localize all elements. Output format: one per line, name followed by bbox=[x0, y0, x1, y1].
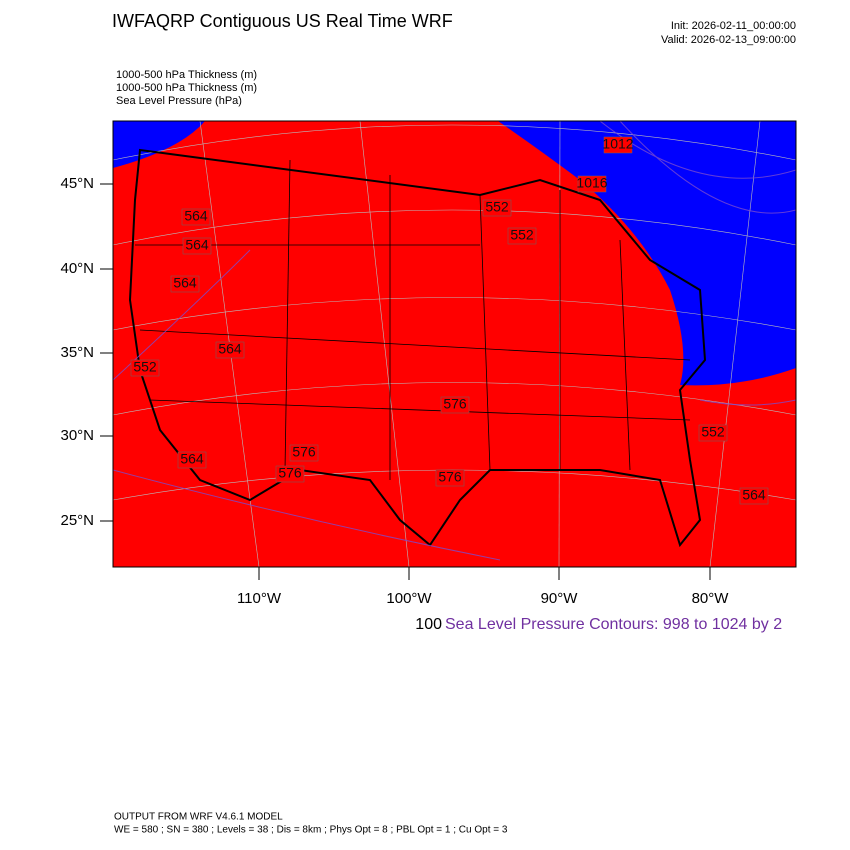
field-label: 1000-500 hPa Thickness (m) bbox=[116, 82, 257, 94]
contour-label: 552 bbox=[485, 199, 509, 215]
contour-label-box bbox=[435, 469, 465, 487]
contour-label-box bbox=[739, 487, 769, 505]
lon-label: 80°W bbox=[692, 590, 730, 607]
contour-label: 552 bbox=[133, 359, 157, 375]
lon-label: 90°W bbox=[541, 590, 579, 607]
contour-legend: Sea Level Pressure Contours: 998 to 1024… bbox=[445, 616, 782, 633]
lat-label: 30°N bbox=[60, 427, 94, 444]
contour-label-box bbox=[482, 199, 512, 217]
map-frame bbox=[112, 120, 797, 568]
contour-label-box bbox=[507, 227, 537, 245]
contour-label: 564 bbox=[173, 275, 197, 291]
init-time: Init: 2026-02-11_00:00:00 bbox=[671, 20, 796, 32]
contour-label-box bbox=[181, 208, 211, 226]
lat-label: 25°N bbox=[60, 512, 94, 529]
contour-label: 564 bbox=[180, 451, 204, 467]
contour-label-box bbox=[170, 275, 200, 293]
lat-label: 45°N bbox=[60, 175, 94, 192]
contour-label-box bbox=[440, 396, 470, 414]
contour-label-box bbox=[130, 359, 160, 377]
us-outline bbox=[128, 148, 707, 548]
contour-label-box bbox=[275, 465, 305, 483]
contour-label: 564 bbox=[218, 341, 242, 357]
contour-label: 564 bbox=[742, 487, 766, 503]
contour-label: 576 bbox=[438, 469, 462, 485]
contour-label-box bbox=[215, 341, 245, 359]
contour-label-box bbox=[698, 424, 728, 442]
contour-label-box bbox=[289, 444, 319, 462]
valid-time: Valid: 2026-02-13_09:00:00 bbox=[661, 34, 796, 46]
contour-label: 552 bbox=[701, 424, 725, 440]
lat-label: 40°N bbox=[60, 260, 94, 277]
cold-region bbox=[498, 121, 796, 386]
contour-label: 564 bbox=[185, 237, 209, 253]
footer-line: WE = 580 ; SN = 380 ; Levels = 38 ; Dis … bbox=[114, 825, 508, 836]
state-lines bbox=[135, 159, 691, 480]
contour-label: 564 bbox=[184, 208, 208, 224]
lat-label: 35°N bbox=[60, 344, 94, 361]
field-label: 1000-500 hPa Thickness (m) bbox=[116, 69, 257, 81]
contour-label-box bbox=[603, 136, 633, 154]
contour-label-box bbox=[182, 237, 212, 255]
contour-label-box bbox=[177, 451, 207, 469]
graticule bbox=[113, 121, 796, 567]
contour-label: 576 bbox=[278, 465, 302, 481]
contour-label: 552 bbox=[510, 227, 534, 243]
contour-label: 1016 bbox=[576, 175, 607, 191]
contour-interval: 100 bbox=[415, 616, 442, 633]
title: IWFAQRP Contiguous US Real Time WRF bbox=[112, 11, 453, 31]
field-label: Sea Level Pressure (hPa) bbox=[116, 95, 242, 107]
contour-label: 576 bbox=[443, 396, 467, 412]
contour-label: 576 bbox=[292, 444, 316, 460]
lon-label: 100°W bbox=[386, 590, 432, 607]
cold-region bbox=[113, 121, 205, 168]
contour-label: 1012 bbox=[602, 136, 633, 152]
contour-label-box bbox=[577, 175, 607, 193]
lon-label: 110°W bbox=[237, 590, 282, 607]
footer-line: OUTPUT FROM WRF V4.6.1 MODEL bbox=[114, 812, 283, 823]
